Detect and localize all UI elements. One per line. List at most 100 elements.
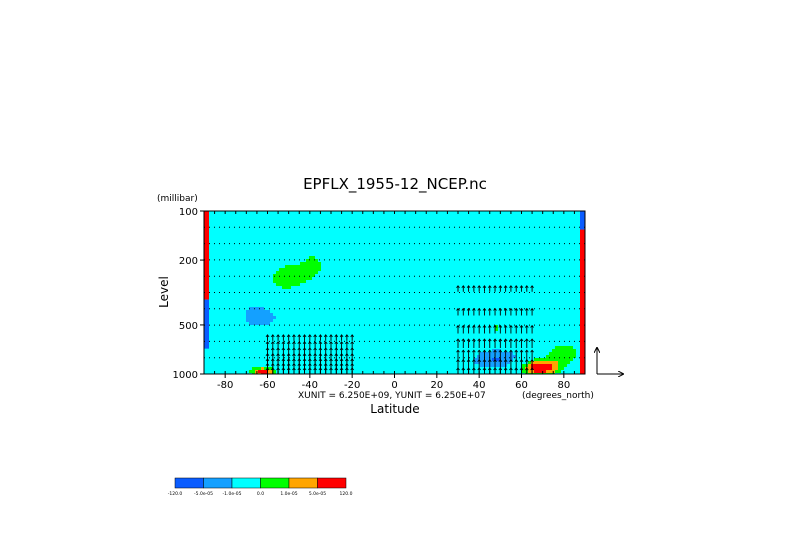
field-cell [321,247,325,251]
field-cell [327,238,331,242]
field-cell [390,325,394,329]
field-cell [315,301,319,305]
field-cell [246,214,250,218]
field-cell [429,370,433,374]
field-cell [390,313,394,317]
field-cell [252,271,256,275]
field-cell [294,235,298,239]
field-cell [339,226,343,230]
field-cell [300,316,304,320]
field-cell [417,274,421,278]
field-cell [222,211,226,215]
field-cell [348,313,352,317]
field-cell [381,232,385,236]
field-cell [279,238,283,242]
field-cell [453,241,457,245]
field-cell [240,325,244,329]
field-cell [252,259,256,263]
field-cell [438,211,442,215]
field-cell [330,316,334,320]
field-cell [288,223,292,227]
field-cell [330,319,334,323]
field-cell [399,361,403,365]
field-cell [390,301,394,305]
field-cell [456,265,460,269]
field-cell [240,310,244,314]
field-cell [426,313,430,317]
field-cell [459,244,463,248]
field-cell [237,346,241,350]
field-cell [318,253,322,257]
field-cell [330,286,334,290]
field-cell [354,328,358,332]
field-cell [300,328,304,332]
field-cell [414,277,418,281]
field-cell [345,217,349,221]
field-cell [264,250,268,254]
field-cell [372,292,376,296]
field-cell [474,304,478,308]
field-cell [468,262,472,266]
field-cell [330,220,334,224]
field-cell [366,247,370,251]
field-cell [312,250,316,254]
field-cell [318,295,322,299]
field-cell [291,259,295,263]
field-cell [234,283,238,287]
field-cell [327,259,331,263]
field-cell [243,298,247,302]
field-cell [282,217,286,221]
field-cell [399,214,403,218]
field-cell [297,280,301,284]
field-cell [336,319,340,323]
field-cell [426,307,430,311]
field-cell [270,223,274,227]
field-cell [357,325,361,329]
field-cell [399,247,403,251]
field-cell [234,235,238,239]
field-cell [462,319,466,323]
field-cell [279,337,283,341]
field-cell [279,304,283,308]
field-cell [264,292,268,296]
field-cell [237,313,241,317]
field-cell [453,220,457,224]
field-cell [465,277,469,281]
field-cell [318,220,322,224]
field-cell [342,334,346,338]
field-cell [390,262,394,266]
field-cell [354,256,358,260]
field-cell [240,223,244,227]
field-cell [369,283,373,287]
field-cell [420,274,424,278]
field-cell [231,316,235,320]
field-cell [243,232,247,236]
field-cell [237,322,241,326]
field-cell [225,271,229,275]
field-cell [444,229,448,233]
field-cell [393,331,397,335]
field-cell [312,253,316,257]
field-cell [231,346,235,350]
field-cell [324,229,328,233]
field-cell [279,331,283,335]
field-cell [432,364,436,368]
field-cell [279,307,283,311]
field-cell [237,283,241,287]
field-cell [318,268,322,272]
field-cell [462,247,466,251]
field-cell [459,343,463,347]
field-cell [318,310,322,314]
field-cell [459,331,463,335]
field-cell [231,352,235,356]
field-cell [312,304,316,308]
field-cell [414,361,418,365]
field-cell [420,328,424,332]
field-cell [267,211,271,215]
field-cell [405,277,409,281]
field-cell [288,346,292,350]
field-cell [297,331,301,335]
field-cell [462,253,466,257]
field-cell [366,292,370,296]
field-cell [309,340,313,344]
